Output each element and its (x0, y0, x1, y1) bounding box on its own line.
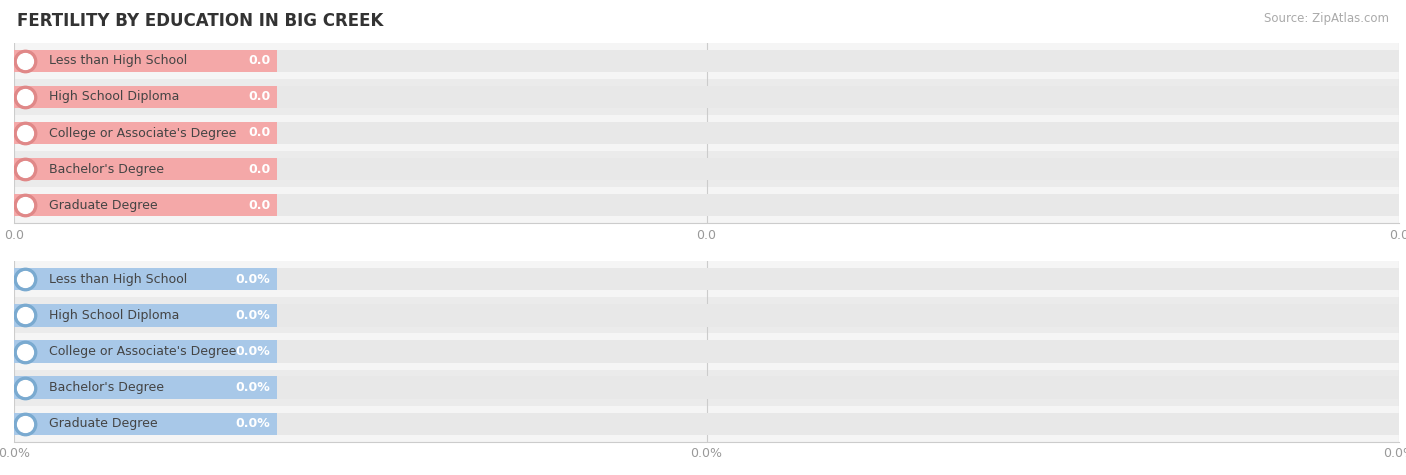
Point (14, 384, 37, 391)
Bar (14, 86, 277, 108)
Text: High School Diploma: High School Diploma (49, 90, 179, 104)
Point (14, 57, 37, 65)
Text: 0.0%: 0.0% (236, 309, 270, 322)
Text: 0.0%: 0.0% (236, 273, 270, 286)
Point (14, 312, 37, 319)
Point (14, 129, 37, 137)
Point (14, 420, 37, 428)
Point (14, 129, 37, 137)
Text: 0.0: 0.0 (247, 126, 270, 140)
Bar (14, 194, 1399, 217)
Text: Graduate Degree: Graduate Degree (49, 417, 157, 430)
Point (14, 384, 37, 391)
Point (14, 348, 37, 355)
Text: FERTILITY BY EDUCATION IN BIG CREEK: FERTILITY BY EDUCATION IN BIG CREEK (17, 12, 384, 30)
Bar (14, 304, 277, 327)
Point (14, 201, 37, 209)
Bar (14, 79, 1399, 115)
Text: Source: ZipAtlas.com: Source: ZipAtlas.com (1264, 12, 1389, 25)
Bar (14, 304, 1399, 327)
Text: Less than High School: Less than High School (49, 54, 187, 67)
Bar (14, 376, 1399, 399)
Bar (14, 158, 277, 180)
Point (14, 312, 37, 319)
Text: Bachelor's Degree: Bachelor's Degree (49, 162, 163, 176)
Text: 0.0: 0.0 (247, 162, 270, 176)
Point (14, 165, 37, 173)
Bar (14, 86, 1399, 108)
Bar (14, 158, 1399, 180)
Text: 0.0: 0.0 (247, 199, 270, 212)
Point (14, 276, 37, 283)
Bar (14, 340, 1399, 363)
Text: 0.0%: 0.0% (236, 345, 270, 358)
Bar (14, 261, 1399, 297)
Bar (14, 43, 1399, 79)
Bar (14, 151, 1399, 187)
Point (14, 93, 37, 101)
Bar (14, 297, 1399, 333)
Point (14, 165, 37, 173)
Point (14, 57, 37, 65)
Bar (14, 49, 1399, 72)
Bar (14, 268, 1399, 291)
Bar (14, 194, 277, 217)
Bar (14, 333, 1399, 370)
Text: College or Associate's Degree: College or Associate's Degree (49, 126, 236, 140)
Text: High School Diploma: High School Diploma (49, 309, 179, 322)
Point (14, 348, 37, 355)
Text: 0.0: 0.0 (247, 54, 270, 67)
Bar (14, 268, 277, 291)
Bar (14, 122, 277, 144)
Bar (14, 115, 1399, 151)
Text: Less than High School: Less than High School (49, 273, 187, 286)
Point (14, 93, 37, 101)
Bar (14, 370, 1399, 406)
Text: Graduate Degree: Graduate Degree (49, 199, 157, 212)
Point (14, 420, 37, 428)
Bar (14, 412, 1399, 435)
Bar (14, 340, 277, 363)
Text: 0.0%: 0.0% (236, 417, 270, 430)
Text: Bachelor's Degree: Bachelor's Degree (49, 381, 163, 394)
Bar (14, 376, 277, 399)
Bar (14, 187, 1399, 223)
Point (14, 276, 37, 283)
Text: College or Associate's Degree: College or Associate's Degree (49, 345, 236, 358)
Bar (14, 412, 277, 435)
Point (14, 201, 37, 209)
Bar (14, 406, 1399, 442)
Bar (14, 49, 277, 72)
Text: 0.0: 0.0 (247, 90, 270, 104)
Text: 0.0%: 0.0% (236, 381, 270, 394)
Bar (14, 122, 1399, 144)
